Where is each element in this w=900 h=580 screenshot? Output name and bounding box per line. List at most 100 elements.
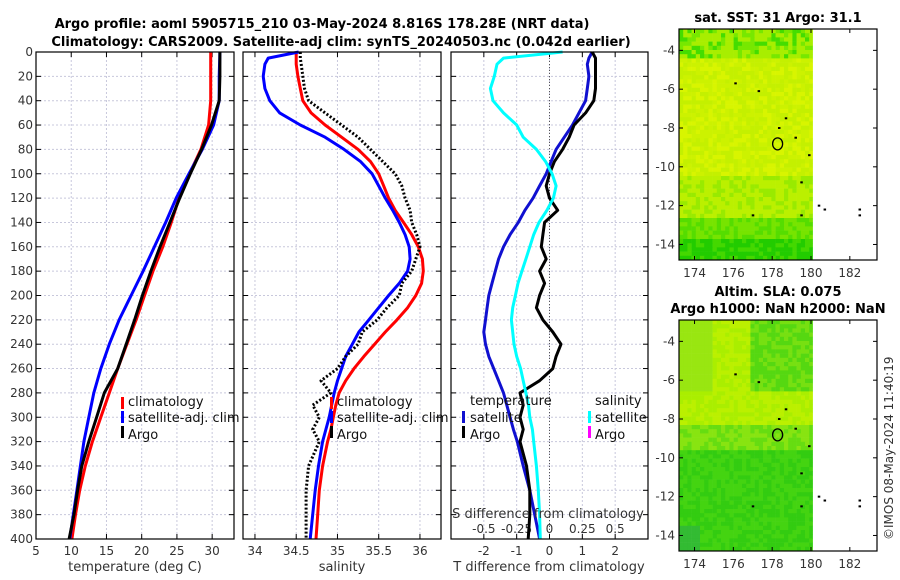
map-cell xyxy=(796,500,802,506)
difference-legend: temperature satellite Argo salinity sate… xyxy=(462,394,647,443)
map-cell xyxy=(708,429,713,434)
map-cell xyxy=(763,530,768,535)
map-cell xyxy=(800,239,806,244)
map-cell xyxy=(737,239,743,244)
map-cell xyxy=(788,387,793,392)
map-cell xyxy=(737,420,743,426)
map-cell xyxy=(784,197,789,202)
map-cell xyxy=(788,332,793,338)
map-cell xyxy=(775,205,781,210)
map-cell xyxy=(691,230,697,236)
map-cell xyxy=(792,163,797,168)
map-cell xyxy=(704,324,709,329)
map-cell xyxy=(771,218,776,223)
map-cell xyxy=(679,408,684,413)
map-cell xyxy=(805,113,810,118)
map-cell xyxy=(737,176,743,181)
map-cell xyxy=(775,391,781,396)
map-cell xyxy=(704,117,709,122)
map-cell xyxy=(742,247,747,252)
map-cell xyxy=(737,251,743,257)
series-satellite-adj-clim xyxy=(261,50,412,540)
map-cell xyxy=(767,542,772,548)
map-cell xyxy=(809,218,813,223)
map-cell xyxy=(716,176,722,181)
map-cell xyxy=(700,399,705,405)
map-cell xyxy=(704,538,709,543)
map-cell xyxy=(775,54,781,59)
map-cell xyxy=(691,538,697,543)
map-cell xyxy=(784,45,789,51)
map-cell xyxy=(733,362,739,367)
map-cell xyxy=(792,171,797,177)
map-cell xyxy=(805,197,810,202)
map-cell xyxy=(721,525,726,531)
map-cell xyxy=(687,113,692,118)
map-cell xyxy=(796,155,802,160)
map-cell xyxy=(708,513,713,518)
map-cell xyxy=(763,41,768,47)
map-cell xyxy=(708,54,713,59)
map-cell xyxy=(750,54,755,59)
map-cell xyxy=(792,437,797,443)
map-cell xyxy=(716,454,722,459)
map-cell xyxy=(746,446,751,451)
map-cell xyxy=(800,341,806,346)
map-cell xyxy=(683,50,688,55)
map-cell xyxy=(679,546,684,552)
map-cell xyxy=(779,92,785,97)
map-cell xyxy=(805,475,810,480)
map-cell xyxy=(792,391,797,396)
map-cell xyxy=(805,542,810,548)
map-cell xyxy=(763,408,768,413)
map-cell xyxy=(805,483,810,489)
map-cell xyxy=(733,483,739,489)
map-cell xyxy=(779,341,785,346)
map-cell xyxy=(771,471,776,476)
map-cell xyxy=(805,458,810,464)
map-cell xyxy=(788,226,793,231)
map-cell xyxy=(712,75,718,80)
map-cell xyxy=(683,29,688,34)
map-cell xyxy=(750,353,755,359)
map-cell xyxy=(775,41,781,47)
map-cell xyxy=(687,437,692,443)
map-cell xyxy=(721,462,726,468)
map-cell xyxy=(788,483,793,489)
map-cell xyxy=(733,150,739,156)
map-cell xyxy=(712,184,718,189)
map-cell xyxy=(679,41,684,47)
map-cell xyxy=(683,45,688,51)
map-cell xyxy=(716,479,722,485)
map-cell xyxy=(779,205,785,210)
map-cell xyxy=(800,125,806,131)
map-cell xyxy=(704,142,709,147)
map-cell xyxy=(716,412,722,417)
map-cell xyxy=(784,530,789,535)
map-cell xyxy=(809,341,813,346)
map-cell xyxy=(683,75,688,80)
map-cell xyxy=(758,104,764,110)
map-cell xyxy=(687,171,692,177)
island-marker xyxy=(808,445,811,448)
map-cell xyxy=(716,100,722,105)
map-cell xyxy=(784,167,789,173)
map-cell xyxy=(704,167,709,173)
map-cell xyxy=(683,324,688,329)
map-cell xyxy=(784,180,789,185)
map-cell xyxy=(763,513,768,518)
map-cell xyxy=(746,496,751,501)
map-cell xyxy=(721,341,726,346)
map-cell xyxy=(779,475,785,480)
map-cell xyxy=(746,146,751,152)
map-cell xyxy=(779,83,785,89)
map-cell xyxy=(800,201,806,206)
map-cell xyxy=(687,433,692,438)
map-cell xyxy=(729,504,734,510)
map-cell xyxy=(691,180,697,185)
x-tick-label: 176 xyxy=(722,266,745,280)
map-cell xyxy=(733,320,739,325)
map-cell xyxy=(729,336,734,342)
map-cell xyxy=(742,513,747,518)
map-cell xyxy=(800,188,806,194)
